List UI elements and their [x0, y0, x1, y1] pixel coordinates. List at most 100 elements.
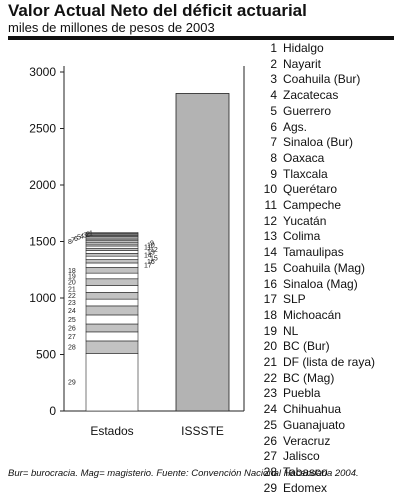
- y-tick-label: 2500: [29, 122, 56, 136]
- legend-number: 23: [263, 386, 277, 401]
- legend-number: 18: [263, 307, 277, 322]
- stacked-segment-27: [85, 331, 139, 342]
- legend-name: Guanajuato: [283, 417, 346, 432]
- legend-name: BC (Mag): [283, 370, 335, 385]
- segment-number-label: 8: [68, 239, 72, 246]
- stacked-segment-21: [85, 285, 139, 293]
- stacked-segment-15: [85, 255, 139, 260]
- legend-number: 1: [270, 41, 277, 55]
- stacked-segment-22: [85, 292, 139, 300]
- segment-number-label: 3: [83, 232, 87, 239]
- legend-item: 18 Michoacán: [259, 308, 341, 323]
- segment-number-label: 12: [150, 247, 158, 254]
- legend-number: 20: [263, 339, 277, 354]
- legend-item: 22 BC (Mag): [259, 370, 335, 386]
- legend-name: Querétaro: [283, 182, 338, 197]
- legend-name: Ags.: [283, 119, 308, 134]
- legend-item: 19 NL: [259, 323, 299, 339]
- legend-name: NL: [283, 323, 299, 338]
- legend-number: 25: [263, 417, 277, 432]
- title-rule: [8, 36, 394, 40]
- segment-number-label: 23: [68, 300, 76, 307]
- segment-number-label: 13: [147, 249, 155, 256]
- segment-number-label: 17: [144, 263, 152, 270]
- legend-item: 2 Nayarit: [259, 57, 321, 72]
- stacked-segment-28: [85, 340, 139, 354]
- segment-number-label: 16: [147, 259, 155, 266]
- segment-number-label: 1: [89, 230, 93, 237]
- segment-number-label: 11: [144, 245, 151, 252]
- stacked-segment-12: [85, 247, 139, 251]
- segment-number-label: 28: [68, 345, 76, 352]
- legend-number: 26: [263, 433, 277, 448]
- legend-item: 11 Campeche: [259, 198, 342, 213]
- legend-item: 14 Tamaulipas: [259, 245, 344, 260]
- stacked-segment-25: [85, 314, 139, 325]
- legend-item: 5 Guerrero: [259, 104, 331, 119]
- legend-item: 26 Veracruz: [259, 433, 331, 449]
- segment-number-label: 25: [68, 317, 76, 324]
- segment-number-label: 27: [68, 334, 76, 341]
- legend-item: 24 Chihuahua: [259, 402, 341, 417]
- legend-name: Michoacán: [283, 307, 342, 322]
- legend-item: 1 Hidalgo: [259, 41, 323, 56]
- legend-name: Sinaloa (Mag): [283, 276, 358, 291]
- legend-number: 15: [263, 260, 277, 275]
- stacked-segment-24: [85, 305, 139, 316]
- legend-item: 6 Ags.: [259, 120, 307, 135]
- y-tick-label: 0: [49, 404, 56, 418]
- legend-name: DF (lista de raya): [283, 355, 376, 369]
- legend-item: 3 Coahuila (Bur): [259, 72, 360, 87]
- segment-number-label: 19: [68, 273, 76, 280]
- stacked-segment-29: [85, 353, 139, 412]
- legend-number: 22: [263, 370, 277, 385]
- legend-name: Coahuila (Bur): [283, 72, 361, 87]
- legend-name: Tamaulipas: [283, 245, 344, 260]
- legend-item: 23 Puebla: [259, 386, 321, 401]
- y-tick-label: 1000: [29, 291, 56, 305]
- segment-number-label: 5: [77, 235, 81, 242]
- legend-number: 7: [270, 135, 277, 150]
- y-tick-label: 500: [36, 348, 56, 362]
- legend-name: Campeche: [283, 198, 342, 212]
- segment-number-label: 14: [144, 252, 152, 259]
- footnote: Bur= burocracia. Mag= magisterio. Fuente…: [8, 468, 359, 479]
- legend-number: 10: [263, 182, 277, 197]
- legend-item: 7 Sinaloa (Bur): [259, 135, 353, 150]
- segment-number-label: 15: [150, 255, 158, 262]
- segment-number-label: 7: [71, 237, 75, 244]
- stacked-segment-26: [85, 323, 139, 333]
- legend-item: 27 Jalisco: [259, 449, 320, 464]
- legend-number: 11: [264, 198, 277, 212]
- stacked-segment-13: [85, 250, 139, 254]
- stacked-segment-11: [85, 245, 139, 249]
- legend-name: Nayarit: [283, 56, 322, 71]
- legend-name: Tlaxcala: [283, 166, 328, 181]
- bar-issste: [175, 93, 230, 412]
- stacked-segment-19: [85, 272, 139, 280]
- segment-number-label: 10: [147, 243, 155, 250]
- bar-chart: 0500100015002000250030002928272625242322…: [29, 65, 245, 438]
- legend-number: 9: [270, 166, 277, 181]
- legend-item: 20 BC (Bur): [259, 339, 330, 354]
- chart-title: Valor Actual Neto del déficit actuarial: [8, 1, 307, 20]
- legend-number: 27: [263, 449, 277, 464]
- legend-name: BC (Bur): [283, 339, 330, 354]
- legend-number: 8: [270, 150, 277, 165]
- legend-number: 28: [263, 464, 277, 479]
- stacked-segment-23: [85, 298, 139, 307]
- y-tick-label: 2000: [29, 178, 56, 192]
- legend-item: 8 Oaxaca: [259, 151, 324, 166]
- legend-number: 24: [263, 402, 277, 417]
- legend-item: 15 Coahuila (Mag): [259, 261, 365, 276]
- legend-name: SLP: [283, 292, 306, 307]
- segment-number-label: 18: [68, 268, 76, 275]
- legend-item: 4 Zacatecas: [259, 88, 338, 103]
- legend-item: 28 Tabasco: [259, 465, 328, 480]
- legend-name: Chihuahua: [283, 402, 342, 417]
- legend-name: Tabasco: [283, 464, 328, 479]
- y-tick-label: 1500: [29, 235, 56, 249]
- stacked-segment-10: [85, 243, 139, 247]
- legend-item: 10 Querétaro: [259, 182, 337, 197]
- chart-subtitle: miles de millones de pesos de 2003: [8, 20, 215, 35]
